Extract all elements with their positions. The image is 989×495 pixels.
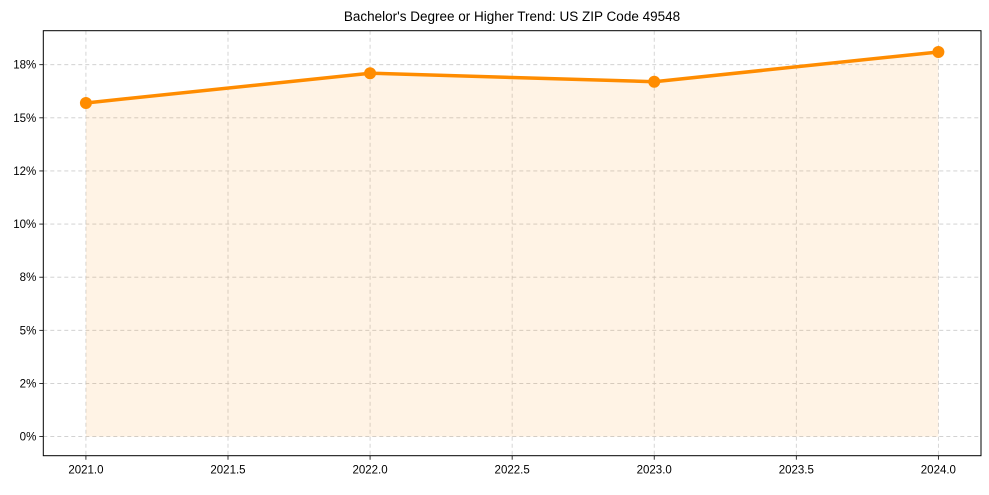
x-tick-label: 2024.0 [921,465,956,477]
y-tick-label: 10% [13,219,36,231]
x-tick-label: 2023.0 [637,465,672,477]
x-axis-ticks: 2021.0 2021.5 2022.0 2022.5 2023.0 2023.5 2024… [68,455,956,477]
x-tick-label: 2023.5 [779,465,814,477]
area-fill [85,51,939,437]
area-fill-path [85,51,939,437]
data-line [84,50,941,105]
data-point-marker [932,45,945,58]
x-tick-label: 2021.0 [68,465,103,477]
y-tick-label: 8% [20,272,37,284]
data-markers [79,45,945,109]
chart-title: Bachelor's Degree or Higher Trend: US ZI… [344,9,680,24]
data-point-marker [648,75,661,88]
y-axis-ticks: 0% 2% 5% 8% 10% 12% 15% 18% [13,60,44,444]
y-tick-label: 0% [20,432,37,444]
y-tick-label: 2% [20,378,37,390]
y-tick-label: 5% [20,325,37,337]
x-tick-label: 2021.5 [210,465,245,477]
y-tick-label: 12% [13,166,36,178]
data-point-marker [79,96,92,109]
series-line [84,50,941,105]
y-tick-label: 15% [13,113,36,125]
x-tick-label: 2022.5 [495,465,530,477]
y-tick-label: 18% [13,60,36,72]
data-point-marker [364,67,377,80]
gridlines [43,30,981,456]
x-tick-label: 2022.0 [352,465,387,477]
